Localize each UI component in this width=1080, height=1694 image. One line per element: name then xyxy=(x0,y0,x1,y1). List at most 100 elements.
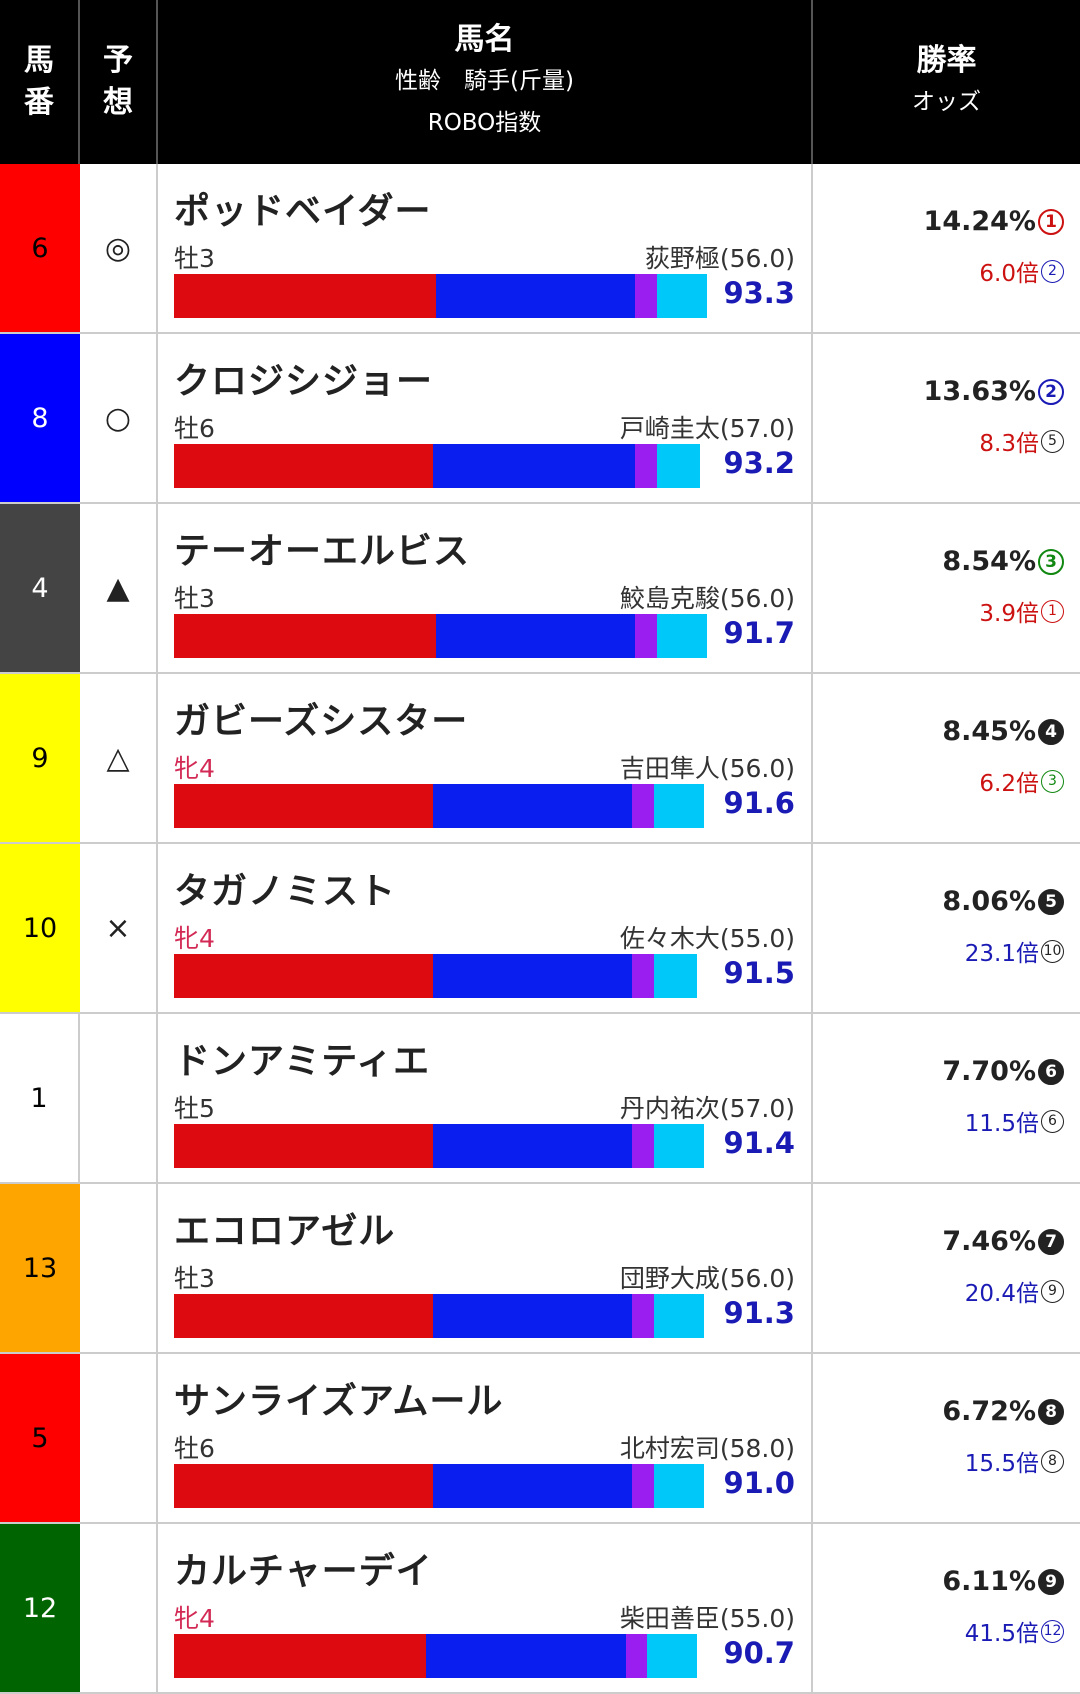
horse-number-label: 12 xyxy=(22,1592,58,1624)
sex-age: 牝4 xyxy=(174,924,215,953)
win-rate: 8.54% 3 xyxy=(942,546,1064,577)
jockey-weight: 荻野極(56.0) xyxy=(644,244,795,273)
robo-index-value: 91.6 xyxy=(723,786,795,820)
win-rate-rank-badge: 6 xyxy=(1038,1058,1064,1085)
horse-name[interactable]: テーオーエルビス xyxy=(174,531,471,572)
robo-index-bar xyxy=(174,1294,704,1338)
table-row[interactable]: 5 サンライズアムール 牡6 北村宏司(58.0) 91.0 6.72% 8 1… xyxy=(0,1354,1080,1524)
horse-number-label: 10 xyxy=(22,912,58,944)
odds-value: 41.5倍 xyxy=(964,1621,1039,1647)
robo-index-bar xyxy=(174,614,707,658)
odds-value: 6.2倍 xyxy=(979,771,1039,797)
horse-number-label: 5 xyxy=(31,1422,49,1454)
horse-number: 5 xyxy=(0,1354,80,1524)
horse-number-label: 4 xyxy=(31,572,49,604)
prediction-mark-label: ▲ xyxy=(106,570,130,606)
prediction-mark: × xyxy=(80,844,158,1014)
win-rate: 6.11% 9 xyxy=(942,1566,1064,1597)
table-row[interactable]: 12 カルチャーデイ 牝4 柴田善臣(55.0) 90.7 6.11% 9 41… xyxy=(0,1524,1080,1694)
odds-value: 6.0倍 xyxy=(979,261,1039,287)
bar-segment-cyan xyxy=(656,274,707,318)
win-rate-odds: 6.11% 9 41.5倍 12 xyxy=(813,1524,1080,1694)
win-rate-odds: 8.06% 5 23.1倍 10 xyxy=(813,844,1080,1014)
prediction-mark: ◎ xyxy=(80,164,158,334)
jockey-weight: 北村宏司(58.0) xyxy=(619,1434,795,1463)
horse-number: 6 xyxy=(0,164,80,334)
jockey-weight: 団野大成(56.0) xyxy=(619,1264,795,1293)
robo-index-value: 91.4 xyxy=(723,1126,795,1160)
horse-info: サンライズアムール 牡6 北村宏司(58.0) 91.0 xyxy=(158,1354,813,1524)
table-row[interactable]: 4 ▲ テーオーエルビス 牡3 鮫島克駿(56.0) 91.7 8.54% 3 … xyxy=(0,504,1080,674)
win-rate-rank-badge: 5 xyxy=(1038,888,1064,915)
odds-rank-badge: 6 xyxy=(1041,1109,1064,1133)
prediction-mark xyxy=(80,1014,158,1184)
win-rate-odds: 6.72% 8 15.5倍 8 xyxy=(813,1354,1080,1524)
table-row[interactable]: 8 ○ クロジシジョー 牡6 戸崎圭太(57.0) 93.2 13.63% 2 … xyxy=(0,334,1080,504)
win-rate-odds: 13.63% 2 8.3倍 5 xyxy=(813,334,1080,504)
bar-segment-purple xyxy=(635,614,657,658)
win-rate-value: 6.72% xyxy=(942,1396,1036,1427)
win-rate: 6.72% 8 xyxy=(942,1396,1064,1427)
horse-name[interactable]: ポッドベイダー xyxy=(174,191,432,232)
win-rate-value: 8.54% xyxy=(942,546,1036,577)
horse-name[interactable]: サンライズアムール xyxy=(174,1381,504,1422)
table-row[interactable]: 9 △ ガビーズシスター 牝4 吉田隼人(56.0) 91.6 8.45% 4 … xyxy=(0,674,1080,844)
sex-age: 牡5 xyxy=(174,1094,215,1123)
horse-info: テーオーエルビス 牡3 鮫島克駿(56.0) 91.7 xyxy=(158,504,813,674)
bar-segment-purple xyxy=(635,274,657,318)
robo-index-value: 91.0 xyxy=(723,1466,795,1500)
robo-index-bar xyxy=(174,1634,698,1678)
horse-name[interactable]: タガノミスト xyxy=(174,871,397,912)
odds-rank-badge: 10 xyxy=(1041,939,1064,963)
horse-info: ポッドベイダー 牡3 荻野極(56.0) 93.3 xyxy=(158,164,813,334)
bar-segment-cyan xyxy=(653,954,698,998)
horse-name[interactable]: ガビーズシスター xyxy=(174,701,469,742)
bar-segment-cyan xyxy=(653,1464,704,1508)
win-rate-value: 7.46% xyxy=(942,1226,1036,1257)
horse-name[interactable]: エコロアゼル xyxy=(174,1211,396,1252)
table-row[interactable]: 6 ◎ ポッドベイダー 牡3 荻野極(56.0) 93.3 14.24% 1 6… xyxy=(0,164,1080,334)
robo-index-bar xyxy=(174,784,704,828)
horse-info: ガビーズシスター 牝4 吉田隼人(56.0) 91.6 xyxy=(158,674,813,844)
win-rate-rank-badge: 1 xyxy=(1038,208,1064,235)
bar-segment-cyan xyxy=(647,1634,698,1678)
bar-segment-purple xyxy=(625,1634,648,1678)
table-row[interactable]: 13 エコロアゼル 牡3 団野大成(56.0) 91.3 7.46% 7 20.… xyxy=(0,1184,1080,1354)
table-row[interactable]: 1 ドンアミティエ 牡5 丹内祐次(57.0) 91.4 7.70% 6 11.… xyxy=(0,1014,1080,1184)
win-rate-odds: 14.24% 1 6.0倍 2 xyxy=(813,164,1080,334)
sex-age: 牝4 xyxy=(174,754,215,783)
prediction-mark: ○ xyxy=(80,334,158,504)
sex-age: 牡3 xyxy=(174,244,215,273)
horse-number: 13 xyxy=(0,1184,80,1354)
bar-segment-blue xyxy=(435,614,636,658)
prediction-mark-label: × xyxy=(105,910,131,946)
horse-number-label: 13 xyxy=(22,1252,58,1284)
jockey-weight: 戸崎圭太(57.0) xyxy=(619,414,795,443)
odds: 15.5倍 8 xyxy=(965,1444,1064,1478)
bar-segment-red xyxy=(174,1124,433,1168)
bar-segment-purple xyxy=(631,954,654,998)
horse-number: 9 xyxy=(0,674,80,844)
prediction-mark: ▲ xyxy=(80,504,158,674)
header-horse-number: 馬 番 xyxy=(0,0,80,164)
bar-segment-purple xyxy=(635,444,657,488)
bar-segment-cyan xyxy=(653,1124,704,1168)
bar-segment-purple xyxy=(631,1124,654,1168)
win-rate: 14.24% 1 xyxy=(924,206,1064,237)
horse-name[interactable]: ドンアミティエ xyxy=(174,1041,431,1082)
bar-segment-cyan xyxy=(653,784,704,828)
table-row[interactable]: 10 × タガノミスト 牝4 佐々木大(55.0) 91.5 8.06% 5 2… xyxy=(0,844,1080,1014)
win-rate-rank-badge: 9 xyxy=(1038,1568,1064,1595)
horse-number: 8 xyxy=(0,334,80,504)
win-rate-odds: 7.70% 6 11.5倍 6 xyxy=(813,1014,1080,1184)
bar-segment-blue xyxy=(432,1294,632,1338)
jockey-weight: 鮫島克駿(56.0) xyxy=(619,584,795,613)
horse-name[interactable]: クロジシジョー xyxy=(174,361,434,402)
bar-segment-cyan xyxy=(656,614,707,658)
bar-segment-blue xyxy=(432,1124,632,1168)
odds-rank-badge: 1 xyxy=(1041,599,1064,623)
horse-name[interactable]: カルチャーデイ xyxy=(174,1551,433,1592)
horse-info: タガノミスト 牝4 佐々木大(55.0) 91.5 xyxy=(158,844,813,1014)
odds: 6.2倍 3 xyxy=(979,764,1064,798)
robo-index-value: 91.5 xyxy=(723,956,795,990)
